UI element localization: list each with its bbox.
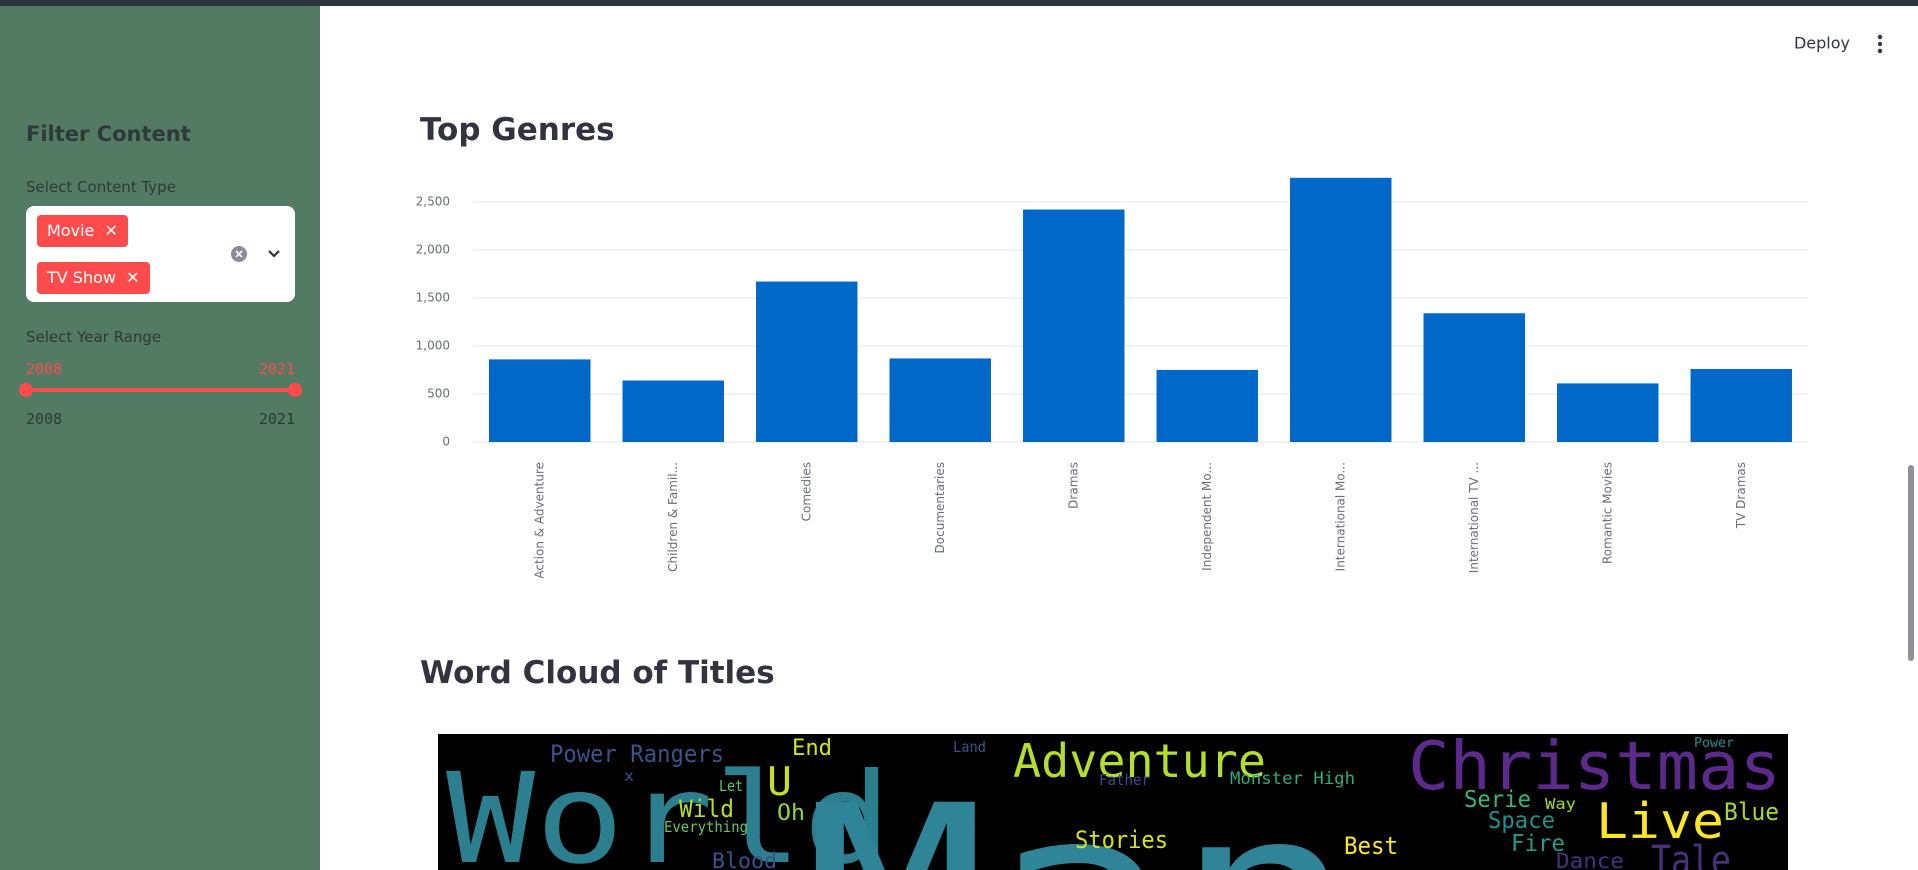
cloud-word: x [624, 767, 634, 785]
chart: 0 500 1,000 1,500 2,000 2,500 Action & Adventu… [416, 177, 1808, 579]
y-tick-label: 2,500 [416, 194, 450, 208]
cloud-word: Adventure [1013, 734, 1266, 788]
main: Deploy 0 500 1,000 1,500 2,000 2,500 Action & … [416, 34, 1914, 661]
x-tick-label: Comedies [799, 462, 813, 521]
cloud-word: Best [1344, 832, 1398, 860]
x-tick-label: International Mo... [1333, 462, 1347, 571]
cloud-word: Monster High [1230, 769, 1355, 789]
x-tick-label: Dramas [1066, 462, 1080, 509]
bar [1690, 368, 1792, 442]
x-tick-label: International TV ... [1467, 462, 1481, 573]
cloud-word: Live [1596, 793, 1724, 850]
cloud-word: Father [1099, 771, 1150, 789]
cloud-word: Everything [664, 818, 748, 836]
select-label: Select Content Type [26, 178, 176, 196]
tag-text: Movie [47, 221, 95, 240]
y-tick-label: 500 [427, 386, 450, 400]
section-title: Word Cloud of Titles [420, 655, 775, 691]
x-tick-label: Romantic Movies [1600, 462, 1614, 564]
x-tick-label: Documentaries [933, 462, 947, 553]
range-slider[interactable]: 2008 2021 2008 2021 [19, 352, 302, 428]
slider-thumb[interactable] [288, 383, 302, 397]
menu-button[interactable] [1877, 34, 1883, 54]
cloud-word: Space [1488, 808, 1555, 834]
slider-max: 2021 [258, 410, 295, 428]
cloud-word: Stories [1075, 826, 1168, 854]
cloud-word: End [792, 736, 832, 761]
bar [1290, 177, 1392, 442]
chart-title: Top Genres [420, 112, 615, 148]
x-tick-label: Children & Famil... [666, 462, 680, 572]
slider-thumb[interactable] [19, 383, 33, 397]
slider-fill [26, 388, 295, 392]
tag-text: TV Show [47, 268, 116, 287]
cloud-word: Land [953, 738, 986, 756]
bar [1557, 383, 1659, 442]
slider-value: 2008 [26, 360, 63, 378]
slider-min: 2008 [26, 410, 63, 428]
bar [1423, 313, 1525, 442]
cloud-word: Dance [1556, 849, 1624, 870]
cloud-word: Blue [1724, 798, 1779, 826]
y-tick-label: 2,000 [416, 242, 450, 256]
x-tick-label: TV Dramas [1734, 462, 1748, 529]
cloud-word: Christmas [1408, 734, 1781, 805]
cloud-word: U [767, 760, 792, 805]
sidebar: Filter Content Select Content Type Movie… [0, 6, 320, 870]
cloud-word: Blood [712, 849, 777, 870]
y-tick-label: 1,000 [416, 338, 450, 352]
bar [489, 359, 591, 442]
cloud-word: Man [803, 752, 1358, 870]
cloud-word: Serie [1464, 787, 1531, 813]
x-tick-label: Action & Adventure [532, 462, 546, 579]
multiselect-icons[interactable] [230, 244, 290, 264]
cloud-word: Power [1694, 736, 1734, 751]
cloud-word: Fire [1511, 831, 1565, 857]
bar [622, 380, 724, 442]
cloud-word: Tale [1651, 838, 1731, 870]
cloud-word: Way [1545, 795, 1576, 813]
sidebar-title: Filter Content [26, 122, 191, 146]
bar [756, 281, 858, 442]
y-tick-label: 1,500 [416, 290, 450, 304]
scrollbar[interactable] [1908, 465, 1914, 661]
cloud-word: Let [719, 777, 743, 795]
bar [889, 358, 991, 442]
slider-value: 2021 [258, 360, 295, 378]
top-bar [0, 0, 1918, 6]
multiselect[interactable]: Movie ✕ TV Show ✕ [26, 206, 295, 302]
bar [1023, 209, 1125, 442]
tag[interactable]: TV Show ✕ [37, 262, 150, 294]
bar [1156, 369, 1258, 442]
cloud-word: World [446, 747, 892, 870]
cloud-word: Wild [679, 795, 734, 823]
cloud-word: Oh [777, 801, 805, 826]
y-tick-label: 0 [442, 435, 450, 449]
x-tick-label: Independent Mo... [1200, 462, 1214, 571]
cloud-word: Power Rangers [550, 740, 724, 768]
tag[interactable]: Movie ✕ [37, 215, 128, 247]
slider-label: Select Year Range [26, 328, 162, 346]
deploy-button[interactable]: Deploy [1794, 34, 1850, 53]
